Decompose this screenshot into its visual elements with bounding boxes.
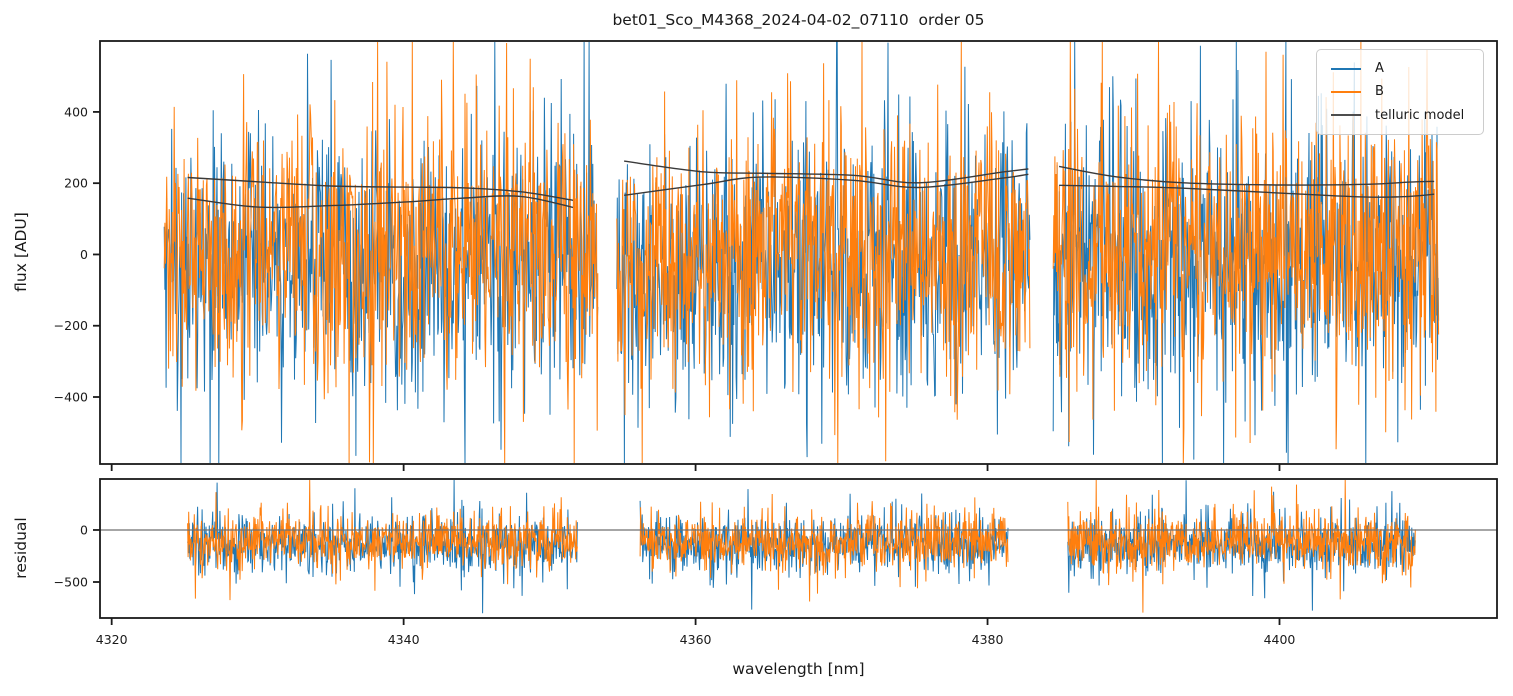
legend-label-b: B <box>1375 84 1384 100</box>
series-b-panel0-segment-0 <box>163 41 599 464</box>
telluric-model-curve-seg2-upper <box>624 160 1029 184</box>
telluric-model-curve-seg1-lower <box>187 195 574 209</box>
x-tick-label-4360: 4360 <box>680 632 712 647</box>
legend-item-telluric-model: telluric model <box>1327 104 1473 127</box>
x-tick-label-4400: 4400 <box>1264 632 1296 647</box>
legend-line-b-swatch <box>1331 90 1361 93</box>
telluric-model-curve-seg2-lower <box>624 173 1029 196</box>
y-tick-label-panel0-0: 0 <box>80 247 88 262</box>
y-tick-label-panel0--200: −200 <box>54 318 88 333</box>
wavelength-axis-label: wavelength [nm] <box>732 660 865 678</box>
y-tick-label-panel0-400: 400 <box>64 104 88 119</box>
series-b-panel1-segment-2 <box>1067 479 1416 613</box>
x-tick-label-4340: 4340 <box>388 632 420 647</box>
legend-label-a: A <box>1375 61 1384 77</box>
series-b-panel0-segment-1 <box>616 41 1031 464</box>
flux-axis-label: flux [ADU] <box>12 212 30 292</box>
series-b-panel0-segment-2 <box>1052 41 1440 464</box>
legend: A B telluric model <box>1316 49 1484 135</box>
legend-line-a-swatch <box>1331 67 1361 70</box>
series-b-panel1-segment-1 <box>639 493 1009 602</box>
legend-line-telluric-swatch <box>1331 114 1361 117</box>
x-tick-label-4320: 4320 <box>96 632 128 647</box>
y-tick-label-panel0--400: −400 <box>54 390 88 405</box>
telluric-model-curve-seg3-lower <box>1059 184 1435 198</box>
series-b-panel1-segment-0 <box>187 479 578 601</box>
x-tick-label-4380: 4380 <box>972 632 1004 647</box>
residual-axis-label: residual <box>12 517 30 579</box>
legend-item-b: B <box>1327 80 1473 103</box>
chart-title: bet01_Sco_M4368_2024-04-02_07110 order 0… <box>612 11 985 29</box>
telluric-model-curve-seg1-upper <box>187 176 574 201</box>
axes-spines-panel1 <box>99 478 1498 619</box>
telluric-model-curve-seg3-upper <box>1058 165 1435 186</box>
y-tick-label-panel1--500: −500 <box>54 575 88 590</box>
axes-spines-panel0 <box>99 40 1498 465</box>
legend-item-a: A <box>1327 57 1473 80</box>
y-tick-label-panel0-200: 200 <box>64 176 88 191</box>
legend-label-telluric-model: telluric model <box>1375 107 1465 123</box>
y-tick-label-panel1-0: 0 <box>80 522 88 537</box>
